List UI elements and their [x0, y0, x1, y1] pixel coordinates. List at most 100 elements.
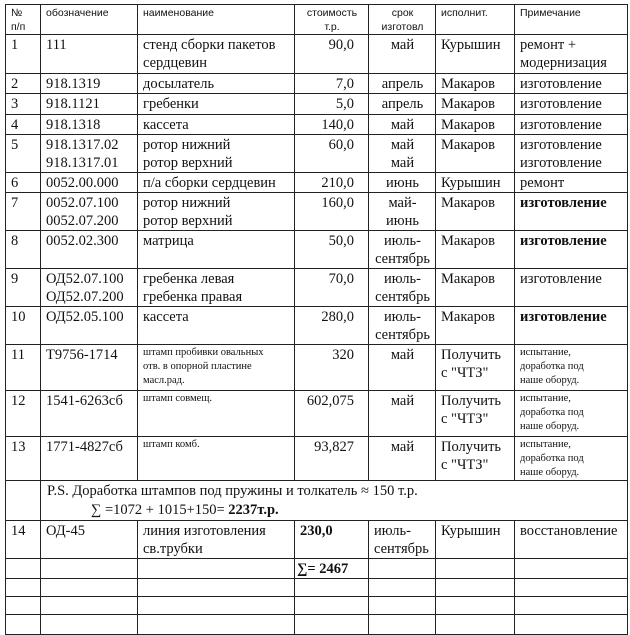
row-number: 3 — [5, 93, 41, 115]
table-row: 6 0052.00.000 п/а сборки сердцевин 210,0 июн… — [5, 172, 628, 193]
designation: 0052.07.100 0052.07.200 — [40, 192, 138, 231]
cost: 210,0 — [294, 172, 369, 193]
item-name: штамп пробивки овальных отв. в опорной п… — [137, 344, 295, 391]
row-number: 2 — [5, 73, 41, 94]
row-number: 9 — [5, 268, 41, 307]
designation: 918.1121 — [40, 93, 138, 115]
empty-cell — [514, 596, 628, 615]
empty-cell — [294, 578, 369, 597]
row-number: 5 — [5, 134, 41, 173]
executor: Макаров — [435, 114, 515, 135]
designation: 0052.02.300 — [40, 230, 138, 269]
grand-total: ∑= 2467 — [294, 558, 369, 579]
row-number: 14 — [5, 520, 41, 559]
row-number: 10 — [5, 306, 41, 345]
row-number: 8 — [5, 230, 41, 269]
empty-cell — [40, 558, 138, 579]
empty-cell — [435, 614, 515, 635]
header-item-name: наименование — [137, 4, 295, 35]
empty-cell — [40, 578, 138, 597]
item-name: штамп совмещ. — [137, 390, 295, 437]
empty-cell — [368, 578, 436, 597]
empty-cell — [5, 596, 41, 615]
empty-cell — [294, 596, 369, 615]
table-row: 4 918.1318 кассета 140,0 май Макаров изготовле… — [5, 114, 628, 135]
executor: Макаров — [435, 93, 515, 115]
note: испытание, доработка под наше оборуд. — [514, 390, 628, 437]
item-name: досылатель — [137, 73, 295, 94]
row-number: 12 — [5, 390, 41, 437]
row-number: 6 — [5, 172, 41, 193]
executor: Макаров — [435, 192, 515, 231]
total-row: ∑= 2467 — [5, 558, 628, 579]
note: изготовление — [514, 306, 628, 345]
item-name: ротор нижний ротор верхний — [137, 134, 295, 173]
executor: Макаров — [435, 268, 515, 307]
header-note: Примечание — [514, 4, 628, 35]
executor: Курышин — [435, 34, 515, 74]
designation: ОД52.05.100 — [40, 306, 138, 345]
note: восстановление — [514, 520, 628, 559]
empty-cell — [435, 558, 515, 579]
table-row: 7 0052.07.100 0052.07.200 ротор нижний рот… — [5, 192, 628, 231]
ps-row: P.S. Доработка штампов под пружины и тол… — [5, 480, 628, 521]
executor: Получить с "ЧТЗ" — [435, 436, 515, 481]
table-row: 3 918.1121 гребенки 5,0 апрель Макаров изготов… — [5, 93, 628, 115]
empty-cell — [368, 596, 436, 615]
deadline: апрель — [368, 73, 436, 94]
item-name: матрица — [137, 230, 295, 269]
header-designation: обозначение — [40, 4, 138, 35]
empty-cell — [294, 614, 369, 635]
deadline: май- июнь — [368, 192, 436, 231]
designation: ОД52.07.100 ОД52.07.200 — [40, 268, 138, 307]
deadline: июль- сентябрь — [368, 230, 436, 269]
designation: 918.1317.02 918.1317.01 — [40, 134, 138, 173]
item-name: п/а сборки сердцевин — [137, 172, 295, 193]
table-row: 1 111 стенд сборки пакетов сердцевин 90,0 ма… — [5, 34, 628, 74]
cost: 93,827 — [294, 436, 369, 481]
executor: Курышин — [435, 520, 515, 559]
item-name: кассета — [137, 114, 295, 135]
work-plan-table: № п/п обозначение наименование стоимость т.… — [5, 4, 628, 635]
executor: Получить с "ЧТЗ" — [435, 390, 515, 437]
cost: 60,0 — [294, 134, 369, 173]
table-row: 14 ОД-45 линия изготовления св.трубки 230,0… — [5, 520, 628, 559]
empty-cell — [5, 578, 41, 597]
table-row: 2 918.1319 досылатель 7,0 апрель Макаров изгот… — [5, 73, 628, 94]
cost: 140,0 — [294, 114, 369, 135]
header-deadline: срок изготовл — [368, 4, 436, 35]
ps-sum-total: 2237т.р. — [228, 502, 279, 518]
empty-cell — [137, 578, 295, 597]
empty-cell — [368, 558, 436, 579]
executor: Макаров — [435, 134, 515, 173]
designation: Т9756-1714 — [40, 344, 138, 391]
ps-line-1: P.S. Доработка штампов под пружины и тол… — [47, 483, 418, 499]
item-name: штамп комб. — [137, 436, 295, 481]
item-name: линия изготовления св.трубки — [137, 520, 295, 559]
table-row: 5 918.1317.02 918.1317.01 ротор нижний рот… — [5, 134, 628, 173]
executor: Курышин — [435, 172, 515, 193]
designation: 1541-6263сб — [40, 390, 138, 437]
empty-cell — [514, 578, 628, 597]
note: испытание, доработка под наше оборуд. — [514, 344, 628, 391]
table-row: 12 1541-6263сб штамп совмещ. 602,075 май Полу… — [5, 390, 628, 437]
note: изготовление изготовление — [514, 134, 628, 173]
cost: 280,0 — [294, 306, 369, 345]
empty-cell — [40, 614, 138, 635]
deadline: июль- сентябрь — [368, 268, 436, 307]
note: изготовление — [514, 93, 628, 115]
empty-cell — [5, 480, 41, 521]
empty-cell — [137, 596, 295, 615]
note: испытание, доработка под наше оборуд. — [514, 436, 628, 481]
header-row-number: № п/п — [5, 4, 41, 35]
empty-cell — [514, 558, 628, 579]
ps-note: P.S. Доработка штампов под пружины и тол… — [40, 480, 628, 521]
deadline: май — [368, 390, 436, 437]
deadline: июль- сентябрь — [368, 306, 436, 345]
row-number: 1 — [5, 34, 41, 74]
note: изготовление — [514, 114, 628, 135]
empty-cell — [5, 558, 41, 579]
deadline: июль- сентябрь — [368, 520, 436, 559]
empty-row — [5, 614, 628, 635]
empty-row — [5, 578, 628, 597]
